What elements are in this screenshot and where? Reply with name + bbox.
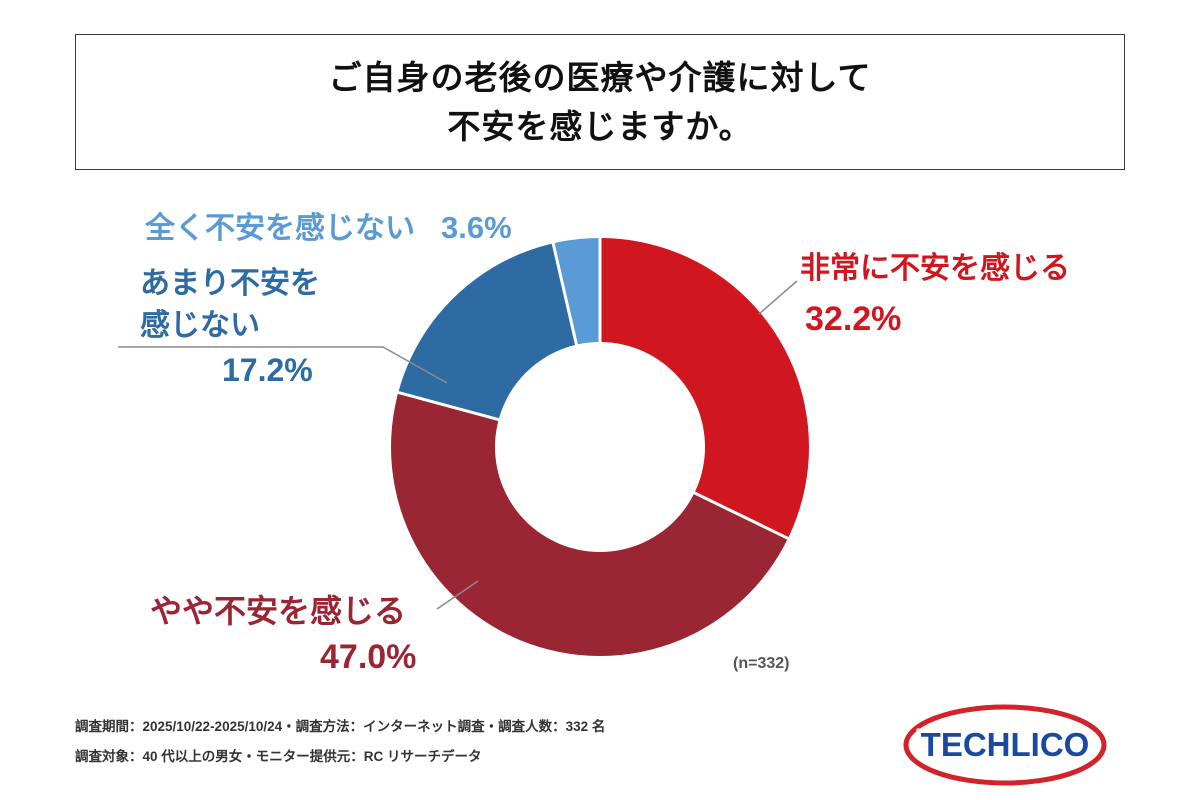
label-not-anxious-at-all-pct: 3.6% [441,210,512,245]
techlico-logo-graphic: TECHLICO [903,704,1107,786]
label-not-very-anxious-pct: 17.2% [222,352,313,388]
chart-title-line-2: 不安を感じますか。 [447,108,753,145]
logo-text: TECHLICO [921,726,1090,763]
label-not-anxious-at-all-text: 全く不安を感じない [145,212,415,245]
sample-size-label: (n=332) [733,655,790,672]
techlico-logo: TECHLICO [900,700,1110,795]
logo-ellipse [903,704,1107,786]
survey-details: 調査期間：2025/10/22-2025/10/24・調査方法：インターネット調… [75,712,605,771]
donut-hole [495,342,705,552]
label-very-anxious-pct: 32.2% [805,300,902,338]
label-somewhat-anxious: やや不安を感じる [150,593,407,629]
survey-details-line-1: 調査期間：2025/10/22-2025/10/24・調査方法：インターネット調… [75,719,606,734]
label-not-very-anxious-line1: あまり不安を [140,267,320,300]
survey-details-line-2: 調査対象：40 代以上の男女・モニター提供元：RC リサーチデータ [75,748,482,764]
chart-title-line-1: ご自身の老後の医療や介護に対して [328,58,872,96]
label-not-very-anxious-line2: 感じない [140,309,260,342]
leader-line-hijou [758,280,798,315]
chart-title-box: ご自身の老後の医療や介護に対して 不安を感じますか。 [75,34,1125,170]
label-very-anxious: 非常に不安を感じる [800,252,1070,285]
label-somewhat-anxious-pct: 47.0% [320,638,417,676]
label-not-anxious-at-all: 全く不安を感じない 3.6% [145,203,512,247]
